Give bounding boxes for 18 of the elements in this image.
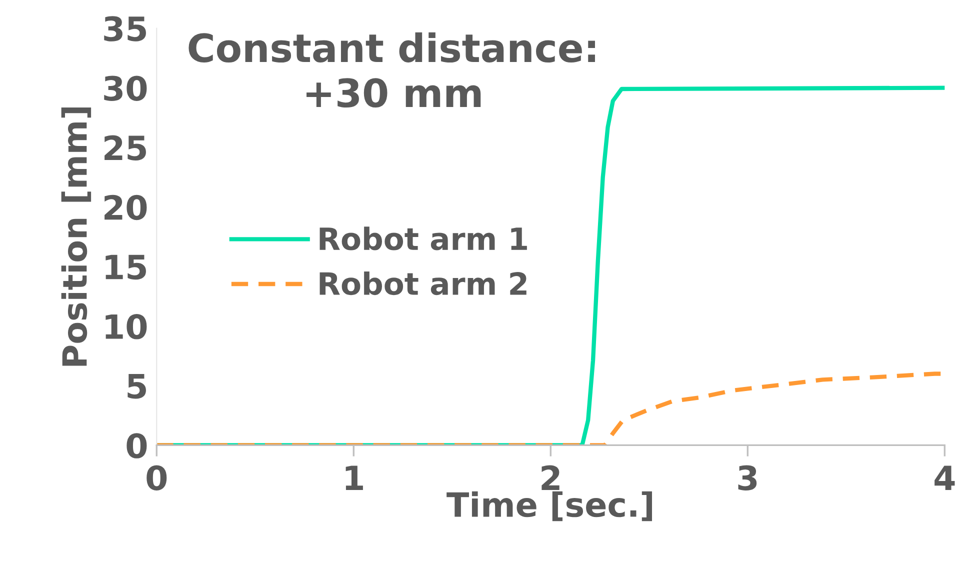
x-tick-label: 0 (146, 465, 167, 490)
x-tick-label: 2 (542, 465, 560, 490)
text: Constant distance: +30 mm (188, 32, 595, 108)
y-tick-label: 35 (104, 16, 146, 42)
x-axis-title: Time [sec.] (446, 491, 652, 522)
legend-label: Robot arm 2 (320, 271, 526, 296)
y-tick-label: 10 (106, 314, 147, 340)
y-tick-label: 25 (104, 135, 146, 161)
legend-label: Robot arm 1 (320, 226, 527, 250)
y-tick-label: 5 (128, 374, 146, 399)
x-tick-label: 4 (934, 466, 955, 490)
y-tick-label: 20 (104, 194, 147, 220)
y-tick-label: 30 (104, 76, 147, 101)
y-axis-title: Position [mm] (61, 108, 92, 366)
y-tick-label: 0 (126, 433, 147, 458)
x-tick-label: 1 (346, 466, 363, 490)
x-tick-label: 3 (738, 465, 757, 490)
y-tick-label: 15 (106, 254, 146, 280)
